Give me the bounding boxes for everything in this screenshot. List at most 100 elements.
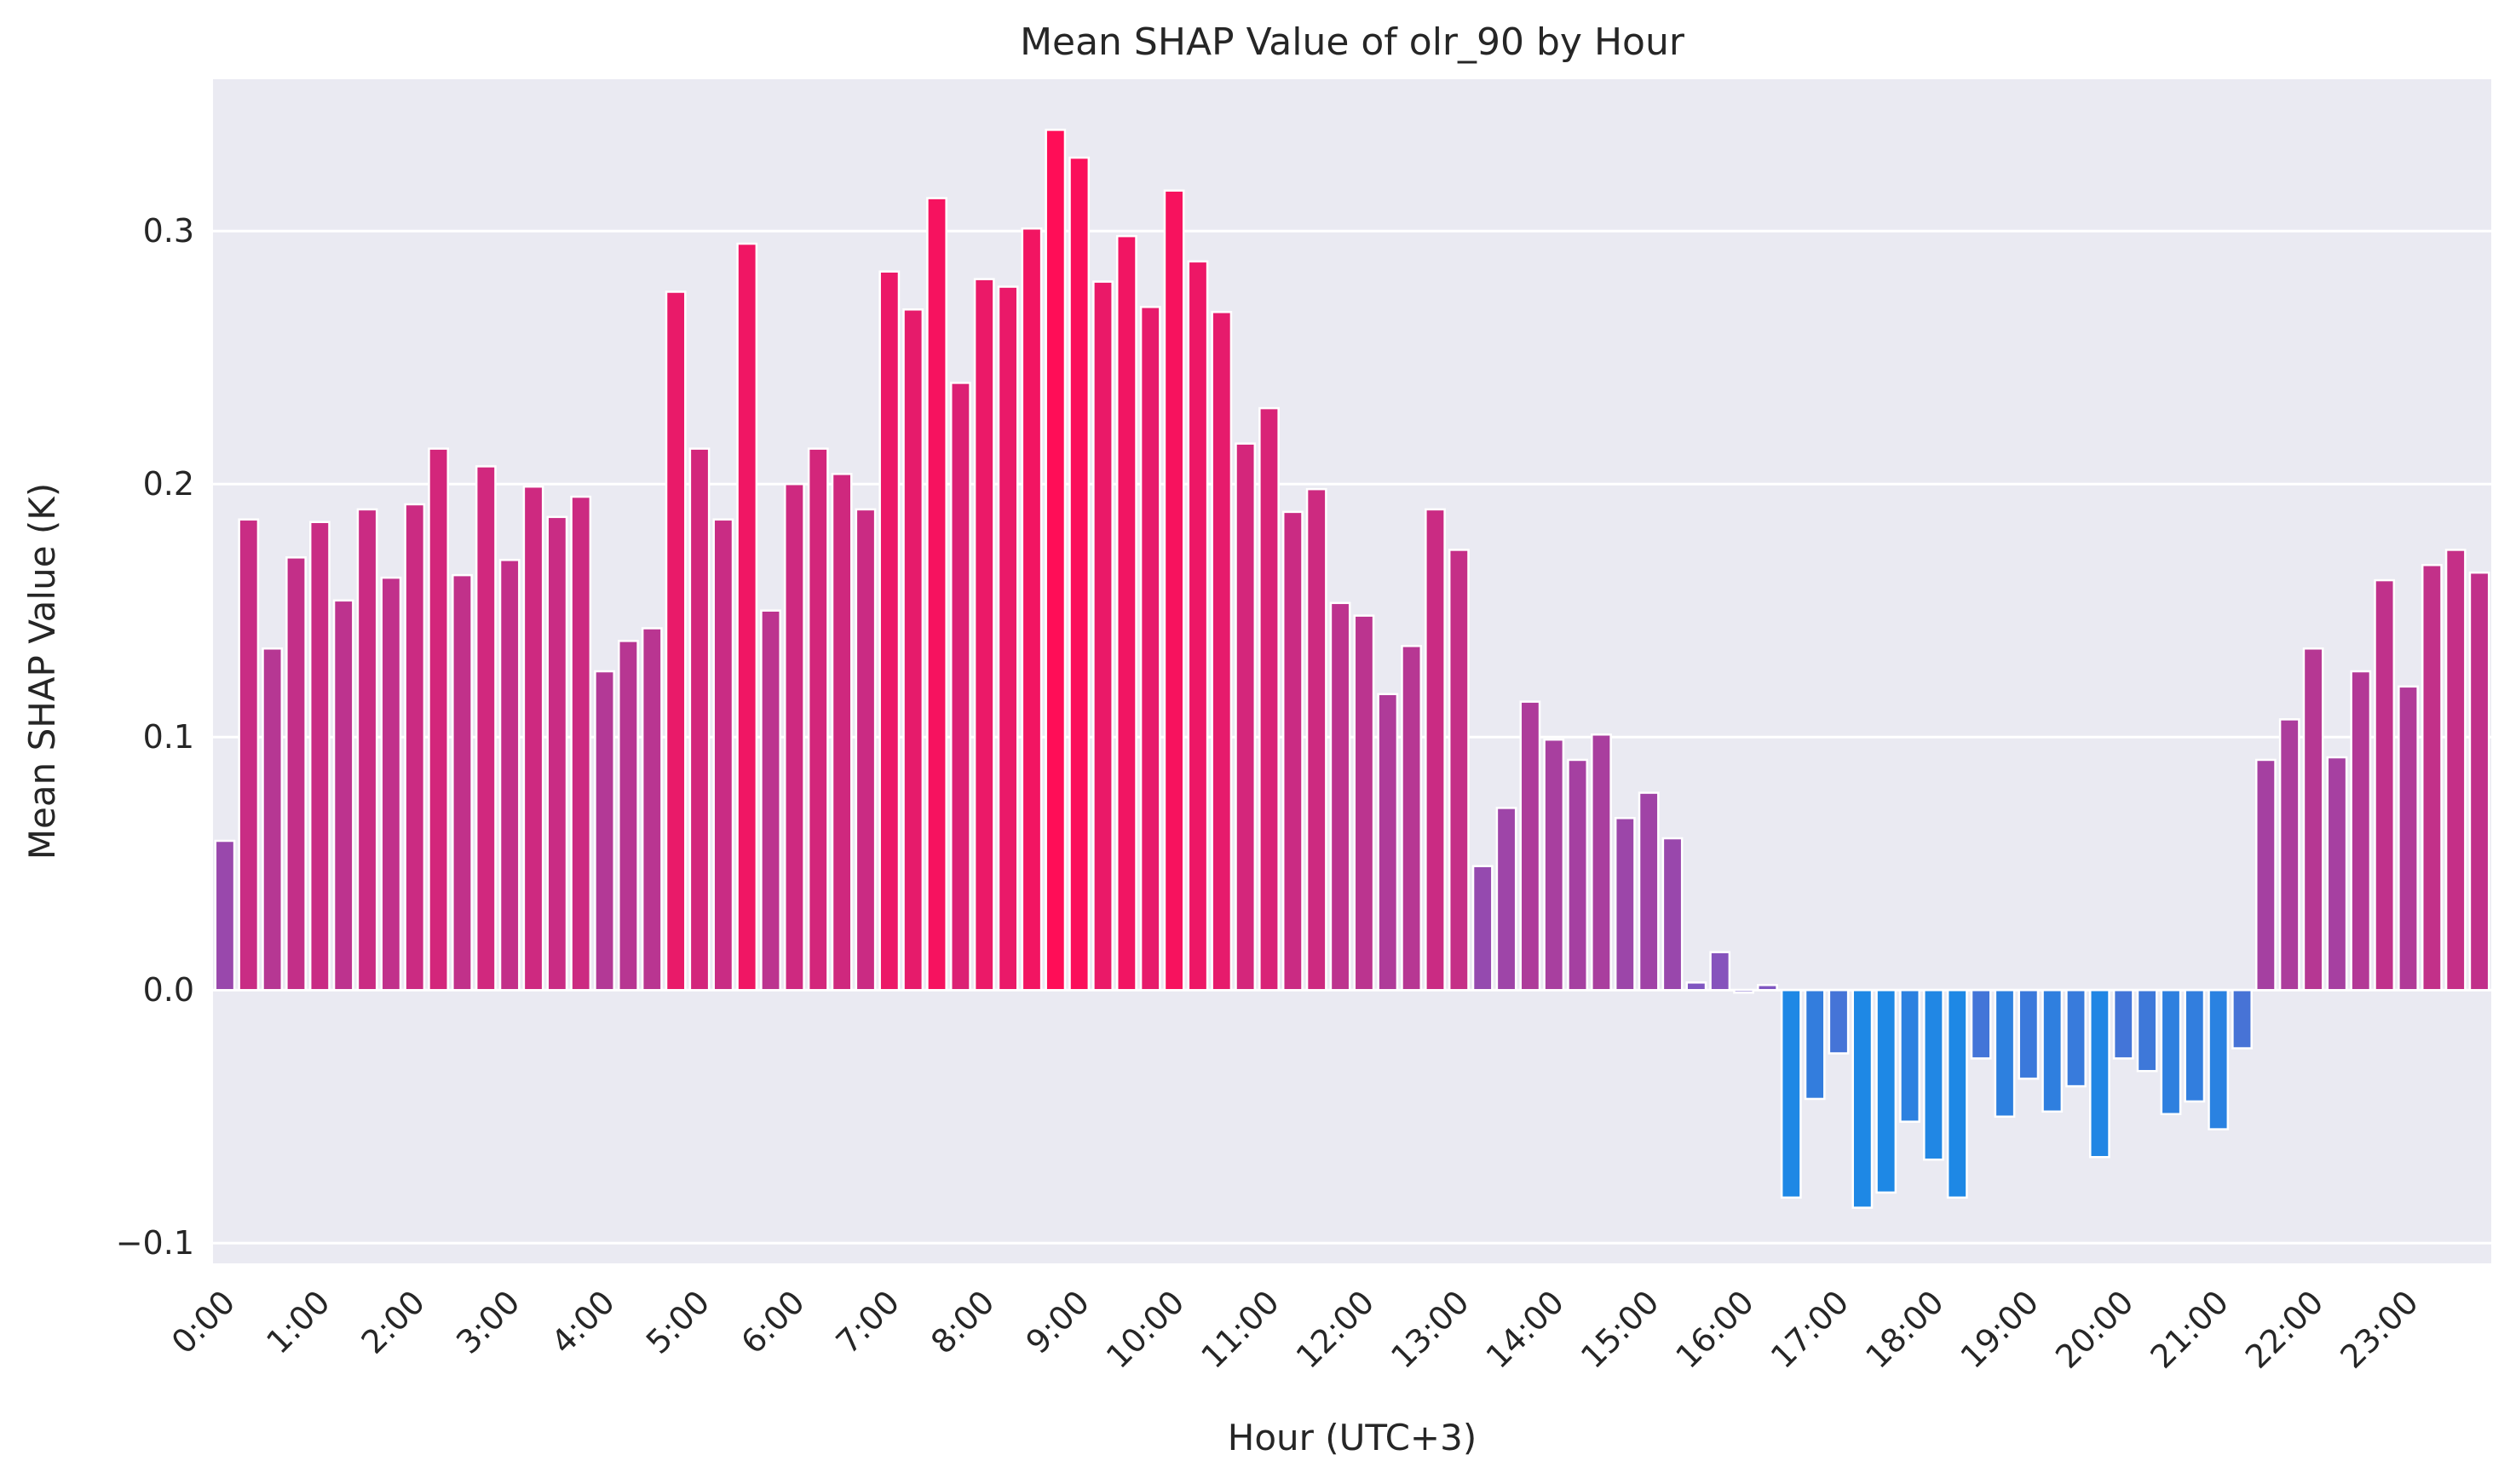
chart-title: Mean SHAP Value of olr_90 by Hour bbox=[1020, 20, 1685, 64]
bar bbox=[760, 609, 781, 992]
bar bbox=[1329, 601, 1351, 992]
bar bbox=[1115, 234, 1137, 992]
bar bbox=[1875, 988, 1897, 1194]
y-axis-title: Mean SHAP Value (K) bbox=[21, 483, 63, 860]
x-tick-label: 16:00 bbox=[1668, 1283, 1761, 1376]
bar bbox=[2018, 988, 2040, 1080]
bar bbox=[1092, 280, 1114, 992]
grid-lines bbox=[213, 229, 2491, 1245]
bar bbox=[2326, 756, 2348, 992]
bar bbox=[1068, 156, 1091, 992]
bar bbox=[1519, 700, 1541, 992]
x-tick-label: 0:00 bbox=[164, 1283, 242, 1360]
bar bbox=[1281, 510, 1304, 992]
bar bbox=[1733, 988, 1754, 994]
bar bbox=[285, 556, 307, 992]
bar bbox=[1899, 988, 1920, 1123]
bar bbox=[2112, 988, 2134, 1060]
bar bbox=[475, 465, 497, 992]
bar bbox=[902, 308, 924, 992]
bar bbox=[1709, 951, 1731, 992]
bar bbox=[1970, 988, 1992, 1060]
bar bbox=[1471, 865, 1494, 992]
bar bbox=[2468, 571, 2490, 992]
bar bbox=[1401, 645, 1423, 992]
x-tick-label: 9:00 bbox=[1019, 1283, 1097, 1360]
bar bbox=[1353, 614, 1375, 992]
x-tick-label: 2:00 bbox=[354, 1283, 432, 1360]
y-tick-label: 0.2 bbox=[143, 465, 194, 503]
bar bbox=[1685, 981, 1707, 992]
y-tick-label: 0.1 bbox=[143, 718, 194, 756]
bar bbox=[356, 508, 378, 992]
bar bbox=[855, 508, 877, 992]
bar bbox=[1757, 984, 1778, 992]
bar bbox=[1377, 693, 1399, 992]
bar bbox=[1591, 733, 1612, 992]
x-tick-label: 6:00 bbox=[734, 1283, 811, 1360]
x-tick-label: 19:00 bbox=[1954, 1283, 2047, 1376]
bar bbox=[1021, 227, 1043, 992]
bar bbox=[404, 503, 426, 992]
bar bbox=[2444, 549, 2467, 992]
bar bbox=[262, 647, 284, 992]
x-tick-label: 10:00 bbox=[1099, 1283, 1192, 1376]
bar bbox=[2065, 988, 2087, 1088]
x-tick-label: 8:00 bbox=[924, 1283, 1001, 1360]
bar bbox=[1187, 260, 1209, 992]
bar bbox=[1543, 738, 1565, 992]
bar bbox=[2231, 988, 2253, 1050]
x-tick-label: 17:00 bbox=[1764, 1283, 1857, 1376]
bar bbox=[973, 278, 995, 992]
x-tick-labels: 0:00 1:00 2:00 3:00 4:00 5:00 6:00 7:00 8:00 9:00… bbox=[164, 1283, 2426, 1376]
bar bbox=[736, 242, 758, 992]
x-tick-label: 20:00 bbox=[2048, 1283, 2141, 1376]
bar bbox=[1235, 442, 1257, 992]
bar bbox=[1567, 758, 1589, 992]
bar bbox=[807, 447, 829, 992]
x-tick-label: 18:00 bbox=[1858, 1283, 1951, 1376]
x-tick-label: 4:00 bbox=[544, 1283, 621, 1360]
x-tick-label: 15:00 bbox=[1574, 1283, 1667, 1376]
bar bbox=[950, 382, 971, 992]
bar bbox=[2254, 758, 2277, 992]
bar bbox=[1828, 988, 1850, 1055]
bar bbox=[712, 518, 734, 992]
bar bbox=[1139, 306, 1161, 992]
bar bbox=[1163, 189, 1185, 992]
bar bbox=[1946, 988, 1968, 1199]
y-tick-label: 0.0 bbox=[143, 971, 194, 1009]
bar bbox=[522, 485, 544, 992]
bar bbox=[1425, 508, 1446, 992]
x-tick-label: 11:00 bbox=[1194, 1283, 1287, 1376]
bar bbox=[1804, 988, 1826, 1101]
bar bbox=[214, 839, 236, 992]
bar bbox=[498, 559, 521, 992]
bar bbox=[1994, 988, 2016, 1118]
y-tick-label: −0.1 bbox=[116, 1224, 194, 1262]
bar bbox=[1780, 988, 1802, 1199]
x-tick-label: 22:00 bbox=[2238, 1283, 2331, 1376]
bar bbox=[2136, 988, 2158, 1073]
x-tick-label: 7:00 bbox=[829, 1283, 907, 1360]
bar bbox=[546, 515, 568, 992]
bar bbox=[308, 521, 331, 992]
bar bbox=[2302, 647, 2324, 992]
bar bbox=[238, 518, 260, 992]
bar bbox=[1448, 549, 1470, 992]
bar bbox=[2208, 988, 2230, 1130]
x-tick-label: 14:00 bbox=[1479, 1283, 1572, 1376]
bar bbox=[1305, 487, 1327, 992]
bar bbox=[641, 627, 663, 992]
bar bbox=[688, 447, 711, 992]
x-tick-label: 1:00 bbox=[259, 1283, 337, 1360]
bar bbox=[332, 599, 354, 992]
bar bbox=[2089, 988, 2110, 1159]
x-axis-title: Hour (UTC+3) bbox=[1228, 1417, 1477, 1458]
bar bbox=[2278, 718, 2300, 992]
bar bbox=[784, 482, 805, 992]
bar bbox=[878, 270, 901, 992]
x-tick-label: 5:00 bbox=[639, 1283, 717, 1360]
bar bbox=[2374, 578, 2396, 992]
y-tick-label: 0.3 bbox=[143, 212, 194, 250]
